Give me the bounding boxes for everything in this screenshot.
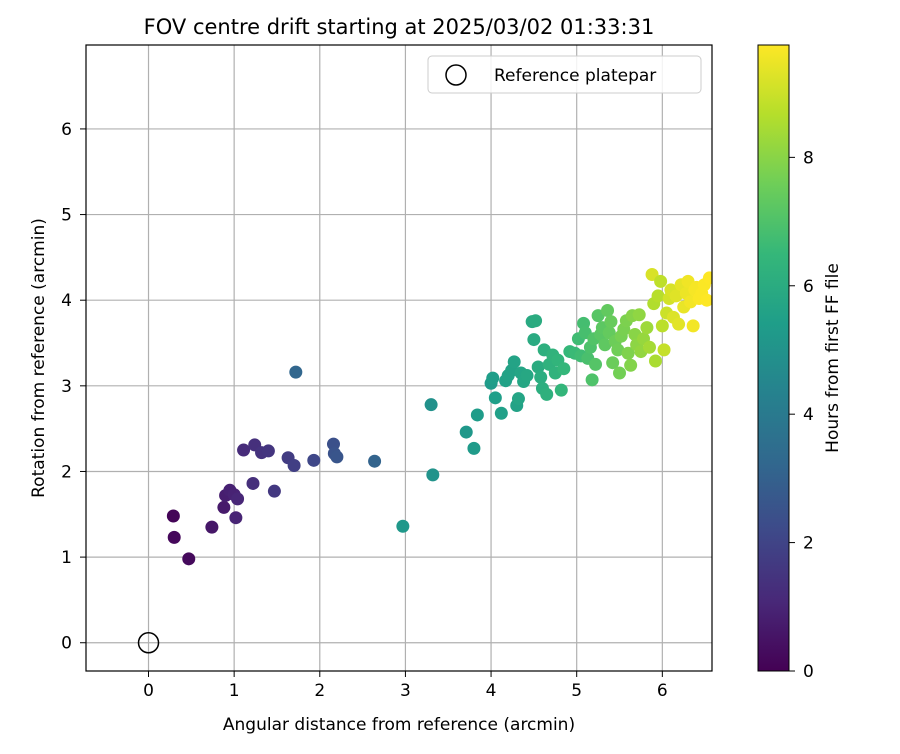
- scatter-point: [601, 303, 615, 317]
- scatter-point: [529, 314, 543, 328]
- scatter-point: [554, 383, 568, 397]
- legend: Reference platepar: [427, 55, 702, 94]
- plot-frame: [85, 44, 713, 672]
- x-tick-label: 5: [571, 681, 582, 701]
- y-axis-ticks: 0 1 2 3 4 5 6: [61, 120, 86, 654]
- scatter-point: [621, 346, 635, 360]
- scatter-point: [702, 271, 712, 285]
- scatter-point: [557, 362, 571, 376]
- scatter-point: [494, 406, 508, 420]
- scatter-point: [648, 354, 662, 368]
- scatter-point: [589, 357, 603, 371]
- scatter-point: [598, 338, 612, 352]
- scatter-point: [520, 369, 534, 383]
- scatter-point: [657, 343, 671, 357]
- scatter-point: [459, 425, 473, 439]
- scatter-point: [289, 365, 303, 379]
- scatter-point: [511, 392, 525, 406]
- legend-marker: [445, 64, 467, 86]
- plot-background: [86, 45, 712, 671]
- scatter-point: [166, 509, 180, 523]
- x-axis-label: Angular distance from reference (arcmin): [223, 715, 575, 735]
- scatter-point: [632, 308, 646, 322]
- scatter-point: [507, 355, 521, 369]
- y-tick-label: 3: [61, 377, 72, 397]
- colorbar-tick-label: 8: [803, 148, 814, 168]
- scatter-point: [167, 530, 181, 544]
- colorbar-ticks: 0 2 4 6 8: [789, 148, 814, 682]
- scatter-point: [531, 360, 545, 374]
- scatter-point: [217, 500, 231, 514]
- scatter-point: [231, 492, 245, 506]
- y-tick-label: 2: [61, 462, 72, 482]
- legend-label: Reference platepar: [494, 66, 656, 86]
- x-tick-label: 4: [486, 681, 497, 701]
- scatter-point: [205, 520, 219, 534]
- scatter-point: [700, 293, 712, 307]
- colorbar-tick-label: 6: [803, 277, 814, 297]
- x-tick-label: 6: [657, 681, 668, 701]
- colorbar: [757, 44, 790, 672]
- scatter-point: [540, 387, 554, 401]
- scatter-point: [368, 454, 382, 468]
- colorbar-label: Hours from first FF file: [823, 263, 843, 453]
- data-points: [166, 268, 712, 566]
- scatter-point: [246, 476, 260, 490]
- scatter-point: [534, 370, 548, 384]
- chart-title: FOV centre drift starting at 2025/03/02 …: [144, 15, 655, 39]
- scatter-point: [182, 552, 196, 566]
- scatter-point: [672, 317, 686, 331]
- scatter-point: [229, 511, 243, 525]
- scatter-point: [642, 340, 656, 354]
- y-tick-label: 1: [61, 548, 72, 568]
- y-tick-label: 4: [61, 291, 72, 311]
- x-tick-label: 3: [400, 681, 411, 701]
- legend-box: [427, 55, 702, 94]
- scatter-point: [261, 444, 275, 458]
- colorbar-tick-label: 0: [803, 662, 814, 682]
- colorbar-tick-label: 4: [803, 405, 814, 425]
- scatter-point: [424, 398, 438, 412]
- scatter-point: [396, 519, 410, 533]
- scatter-point: [467, 441, 481, 455]
- scatter-point: [624, 358, 638, 372]
- scatter-point: [640, 321, 654, 335]
- y-tick-label: 5: [61, 206, 72, 226]
- x-tick-label: 0: [143, 681, 154, 701]
- x-axis-ticks: 0 1 2 3 4 5 6: [143, 671, 668, 701]
- scatter-point: [655, 319, 669, 333]
- scatter-point: [669, 289, 683, 303]
- scatter-point: [488, 391, 502, 405]
- scatter-point: [287, 458, 301, 472]
- scatter-point: [527, 333, 541, 347]
- scatter-point: [486, 371, 500, 385]
- y-tick-label: 0: [61, 634, 72, 654]
- scatter-point: [330, 450, 344, 464]
- y-axis-label: Rotation from reference (arcmin): [29, 218, 49, 498]
- scatter-point: [613, 366, 627, 380]
- scatter-point: [267, 484, 281, 498]
- reference-platepar-marker: [137, 631, 160, 654]
- y-tick-label: 6: [61, 120, 72, 140]
- scatter-point: [654, 274, 668, 288]
- scatter-point: [237, 443, 251, 457]
- scatter-point: [585, 373, 599, 387]
- scatter-point: [651, 289, 665, 303]
- scatter-point: [606, 356, 620, 370]
- scatter-point: [604, 315, 618, 329]
- colorbar-tick-label: 2: [803, 534, 814, 554]
- scatter-point: [426, 468, 440, 482]
- scatter-point: [686, 319, 700, 333]
- x-tick-label: 2: [314, 681, 325, 701]
- scatter-point: [611, 343, 625, 357]
- x-tick-label: 1: [229, 681, 240, 701]
- scatter-point: [470, 408, 484, 422]
- scatter-point: [326, 437, 340, 451]
- scatter-point: [307, 453, 321, 467]
